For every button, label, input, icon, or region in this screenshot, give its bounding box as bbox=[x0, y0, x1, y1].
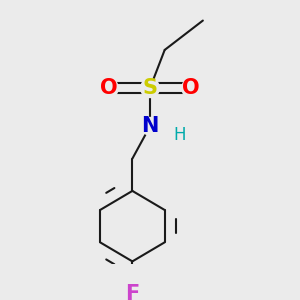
Circle shape bbox=[124, 285, 141, 300]
Text: O: O bbox=[100, 78, 118, 98]
Text: F: F bbox=[125, 284, 140, 300]
Circle shape bbox=[172, 128, 187, 142]
Circle shape bbox=[141, 118, 159, 135]
Text: S: S bbox=[142, 78, 158, 98]
Text: H: H bbox=[173, 126, 186, 144]
Circle shape bbox=[141, 79, 159, 98]
Circle shape bbox=[100, 79, 118, 98]
Circle shape bbox=[182, 79, 200, 98]
Text: O: O bbox=[182, 78, 200, 98]
Text: N: N bbox=[141, 116, 159, 136]
